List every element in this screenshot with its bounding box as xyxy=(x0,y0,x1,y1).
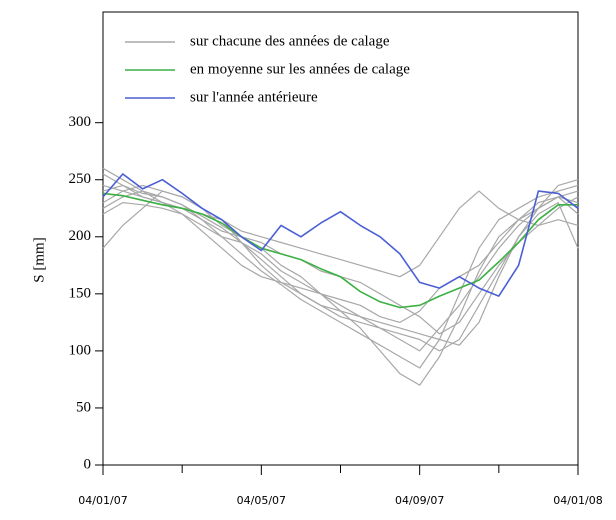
x-tick-label: 04/05/07 xyxy=(237,494,286,507)
legend-label: sur l'année antérieure xyxy=(190,89,318,105)
x-tick-label: 04/01/07 xyxy=(78,494,127,507)
gray-line xyxy=(102,190,579,386)
legend-label: sur chacune des années de calage xyxy=(190,33,390,49)
y-tick-label: 100 xyxy=(69,342,92,358)
legend-label: en moyenne sur les années de calage xyxy=(190,61,410,77)
gray-line xyxy=(102,196,579,352)
gray-line xyxy=(102,173,579,369)
y-tick-label: 150 xyxy=(69,285,92,301)
x-tick-label: 04/09/07 xyxy=(395,494,444,507)
y-tick-label: 250 xyxy=(69,171,92,187)
gray-line xyxy=(102,184,579,278)
y-axis-label: S [mm] xyxy=(31,237,47,282)
series-line xyxy=(102,173,579,297)
x-tick-label: 04/01/08 xyxy=(553,494,602,507)
gray-line xyxy=(102,167,579,323)
gray-line xyxy=(102,190,579,346)
gray-line xyxy=(102,179,579,352)
y-tick-label: 0 xyxy=(84,456,92,472)
y-tick-label: 200 xyxy=(69,228,92,244)
series-line xyxy=(102,192,578,309)
y-tick-label: 50 xyxy=(76,399,91,415)
y-tick-label: 300 xyxy=(69,114,92,130)
